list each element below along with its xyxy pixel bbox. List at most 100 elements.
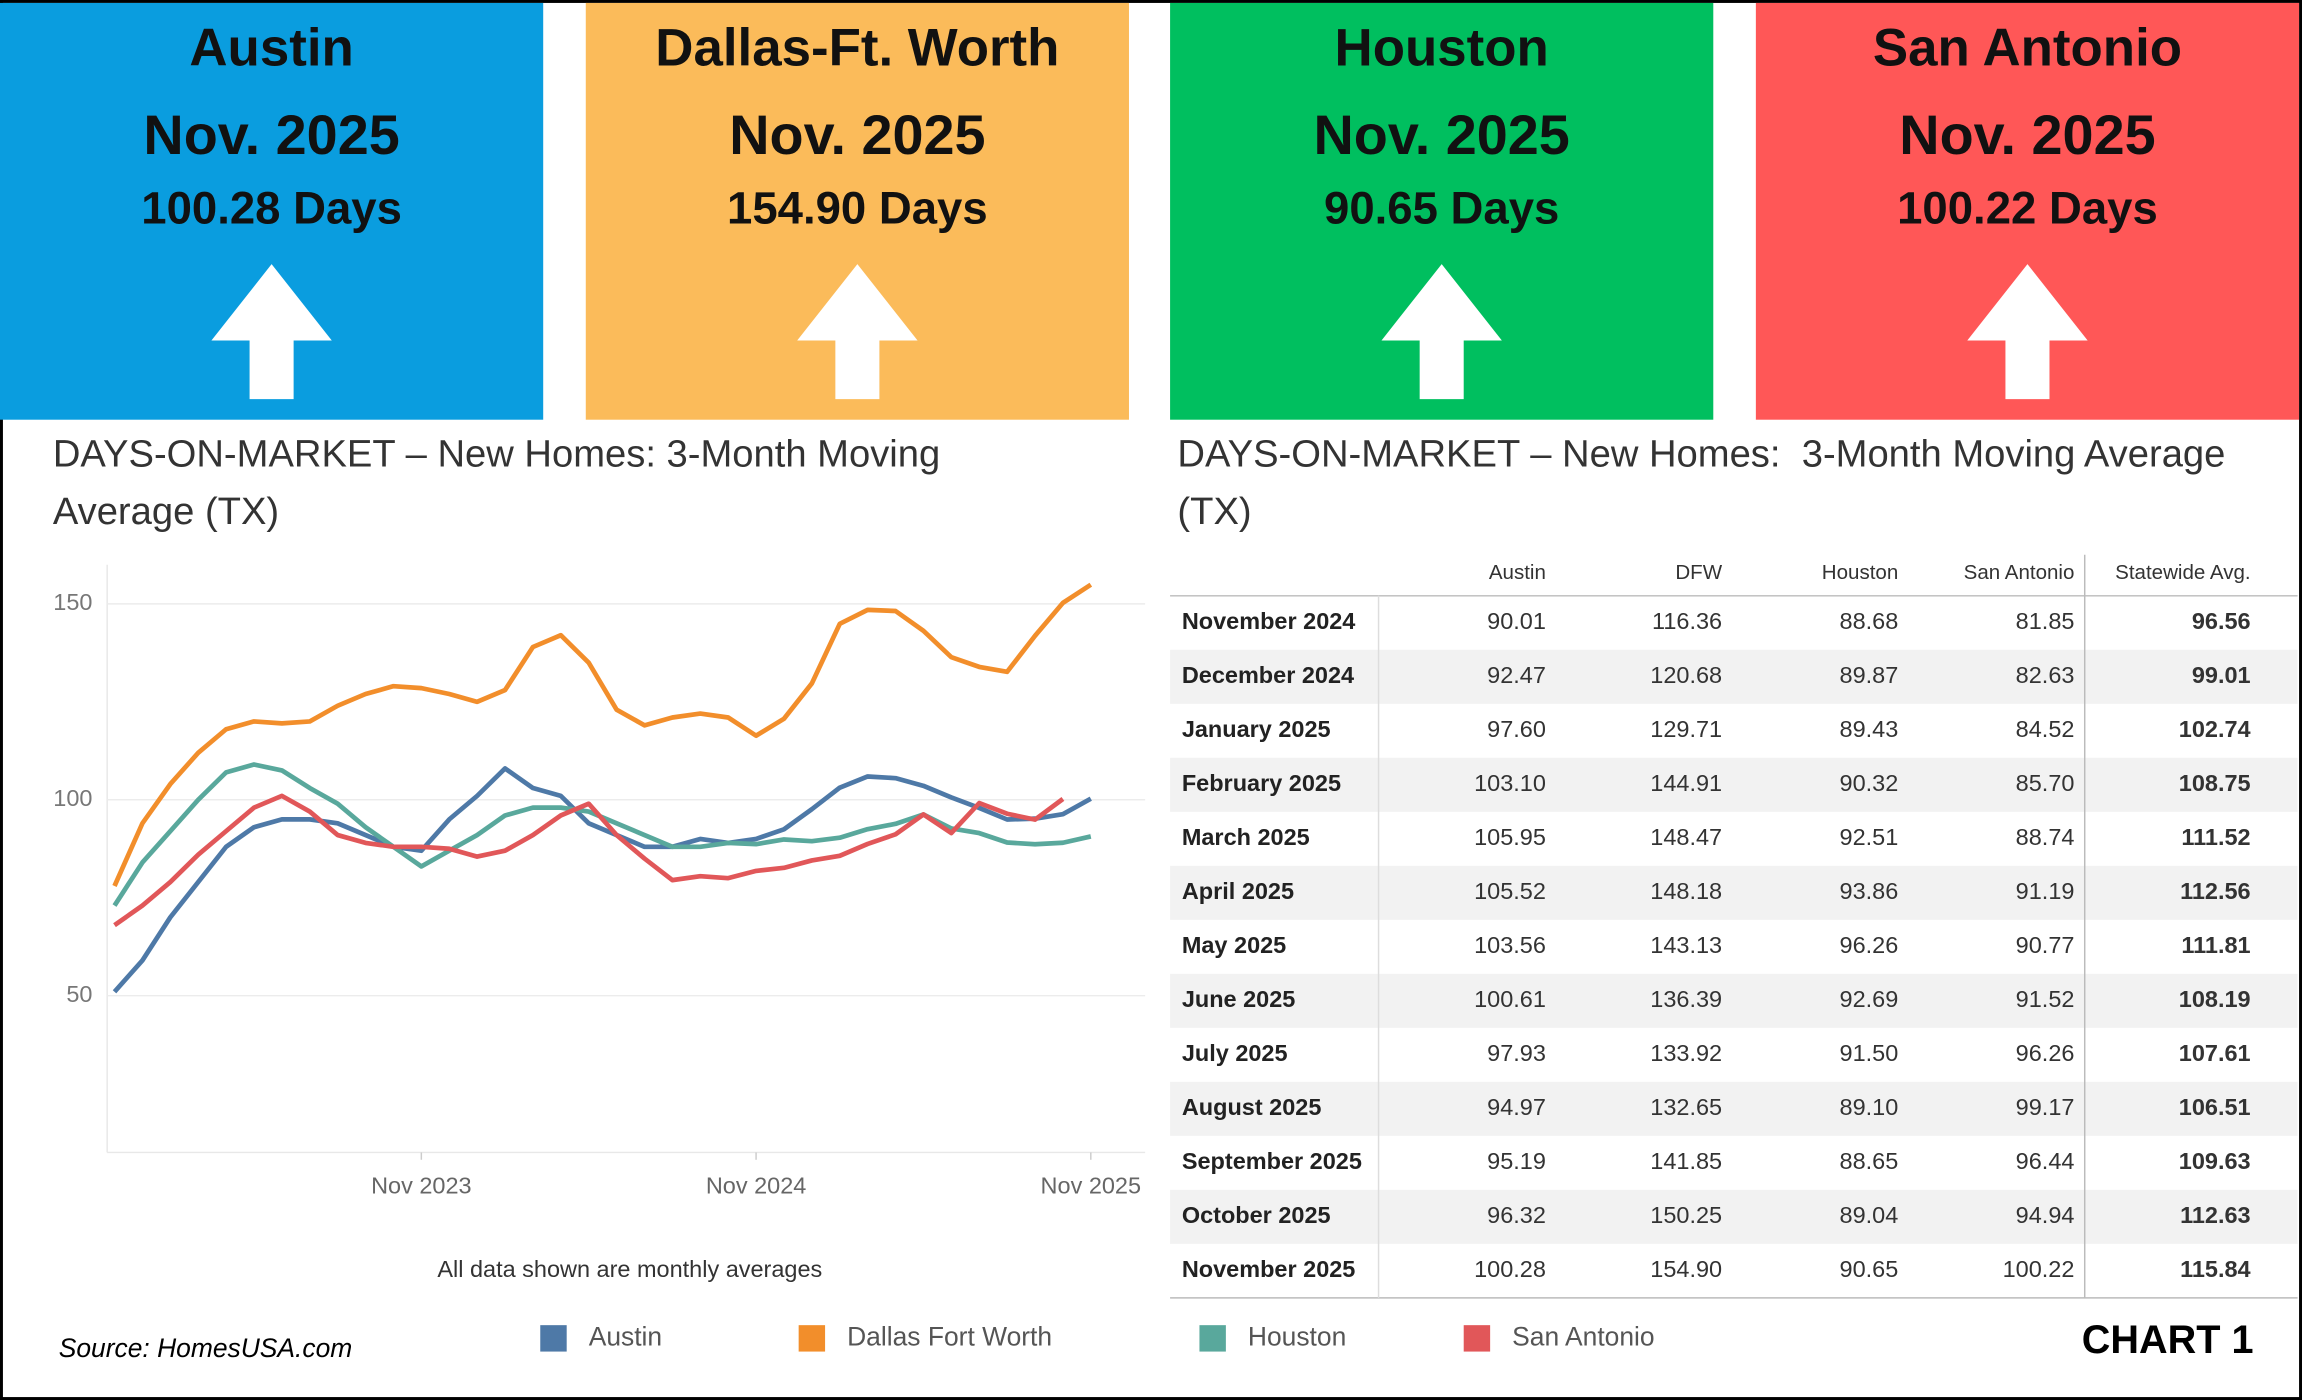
cell: 100.28: [1474, 1256, 1546, 1282]
row-month: June 2025: [1182, 986, 1296, 1012]
cell: 88.74: [2016, 824, 2075, 850]
column-header: DFW: [1675, 561, 1722, 584]
row-month: September 2025: [1182, 1148, 1362, 1174]
cell: 90.01: [1487, 608, 1546, 634]
tile-city: Houston: [1335, 18, 1549, 77]
tile-city: San Antonio: [1873, 18, 2182, 77]
chart-title: DAYS-ON-MARKET – New Homes: 3-Month Movi…: [52, 431, 941, 533]
cell: 81.85: [2016, 608, 2075, 634]
row-band: [1170, 865, 2298, 920]
row-band: [1170, 973, 2298, 1028]
cell: 107.61: [2179, 1040, 2251, 1066]
cell: 108.19: [2179, 986, 2251, 1012]
chart-caption: All data shown are monthly averages: [437, 1256, 822, 1282]
cell: 84.52: [2016, 716, 2075, 742]
cell: 109.63: [2179, 1148, 2251, 1174]
series-line: [113, 793, 1065, 928]
cell: 105.95: [1474, 824, 1546, 850]
chart-title-box: DAYS-ON-MARKET – New Homes: 3-Month Movi…: [52, 431, 941, 533]
tile-month: Nov. 2025: [1899, 104, 2155, 166]
row-month: November 2025: [1182, 1256, 1356, 1282]
cell: 99.01: [2192, 662, 2251, 688]
tile-month: Nov. 2025: [1314, 104, 1570, 166]
row-month: July 2025: [1182, 1040, 1288, 1066]
tile-days: 100.28 Days: [141, 182, 402, 233]
row-band: [1170, 757, 2298, 812]
tile-days: 100.22 Days: [1897, 182, 2158, 233]
cell: 94.94: [2016, 1202, 2075, 1228]
line-chart: DAYS-ON-MARKET – New Homes: 3-Month Movi…: [52, 431, 1655, 1352]
legend-swatch: [1463, 1325, 1491, 1352]
cell: 88.68: [1840, 608, 1899, 634]
row-month: December 2024: [1182, 662, 1354, 688]
cell: 96.26: [1840, 932, 1899, 958]
cell: 150.25: [1650, 1202, 1722, 1228]
tile-days: 90.65 Days: [1324, 182, 1559, 233]
cell: 96.32: [1487, 1202, 1546, 1228]
cell: 115.84: [2180, 1256, 2251, 1282]
legend-swatch: [798, 1325, 826, 1352]
up-arrow: [797, 264, 918, 400]
cell: 148.47: [1650, 824, 1722, 850]
tile-days: 154.90 Days: [727, 182, 988, 233]
cell: 89.43: [1840, 716, 1899, 742]
y-tick-label: 50: [66, 981, 92, 1007]
legend-label: Austin: [589, 1321, 662, 1351]
cell: 103.10: [1474, 770, 1546, 796]
cell: 112.63: [2180, 1202, 2251, 1228]
tile-city: Dallas-Ft. Worth: [655, 18, 1059, 77]
cell: 120.68: [1650, 662, 1722, 688]
cell: 108.75: [2179, 770, 2251, 796]
table-title-box: DAYS-ON-MARKET – New Homes: 3-Month Movi…: [1177, 431, 2225, 532]
cell: 112.56: [2180, 878, 2251, 904]
cell: 88.65: [1840, 1148, 1899, 1174]
cell: 89.04: [1840, 1202, 1899, 1228]
column-header: Houston: [1822, 561, 1899, 584]
row-band: [1170, 1189, 2298, 1244]
cell: 89.10: [1840, 1094, 1899, 1120]
x-tick-label: Nov 2023: [371, 1172, 471, 1198]
cell: 82.63: [2016, 662, 2075, 688]
cell: 136.39: [1650, 986, 1722, 1012]
data-table: DAYS-ON-MARKET – New Homes: 3-Month Movi…: [1170, 431, 2298, 1299]
cell: 99.17: [2016, 1094, 2075, 1120]
row-month: October 2025: [1182, 1202, 1331, 1228]
row-band: [1170, 1081, 2298, 1136]
up-arrow: [211, 264, 332, 400]
cell: 111.52: [2181, 824, 2250, 850]
cell: 97.93: [1487, 1040, 1546, 1066]
y-tick-label: 100: [53, 785, 92, 811]
cell: 105.52: [1474, 878, 1546, 904]
row-month: February 2025: [1182, 770, 1341, 796]
tile-month: Nov. 2025: [143, 104, 399, 166]
tile-city: Austin: [189, 18, 353, 77]
cell: 111.81: [2181, 932, 2250, 958]
tile-month: Nov. 2025: [729, 104, 985, 166]
cell: 90.65: [1840, 1256, 1899, 1282]
legend-label: San Antonio: [1512, 1321, 1654, 1351]
cell: 92.69: [1840, 986, 1899, 1012]
cell: 91.50: [1840, 1040, 1899, 1066]
series-line: [112, 582, 1093, 887]
column-header: San Antonio: [1964, 561, 2075, 584]
x-tick-label: Nov 2024: [706, 1172, 806, 1198]
tiles: Austin Nov. 2025 100.28 Days Dallas-Ft. Wor…: [0, 2, 2300, 420]
column-header: Statewide Avg.: [2115, 561, 2250, 584]
cell: 90.32: [1840, 770, 1899, 796]
cell: 148.18: [1650, 878, 1722, 904]
cell: 133.92: [1650, 1040, 1722, 1066]
cell: 96.26: [2016, 1040, 2075, 1066]
cell: 100.22: [2003, 1256, 2075, 1282]
up-arrow: [1967, 264, 2088, 400]
cell: 100.61: [1474, 986, 1546, 1012]
cell: 141.85: [1650, 1148, 1722, 1174]
cell: 93.86: [1840, 878, 1899, 904]
row-month: March 2025: [1182, 824, 1310, 850]
cell: 96.44: [2016, 1148, 2075, 1174]
source: Source: HomesUSA.com: [59, 1333, 353, 1363]
cell: 95.19: [1487, 1148, 1546, 1174]
cell: 116.36: [1652, 608, 1722, 634]
cell: 132.65: [1650, 1094, 1722, 1120]
